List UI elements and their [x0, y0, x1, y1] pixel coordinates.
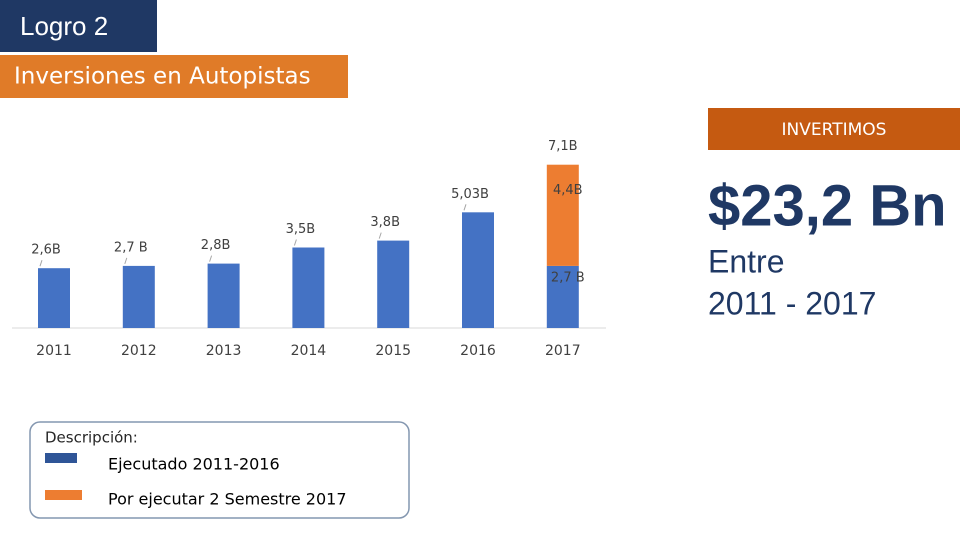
x-tick-label: 2012 [121, 343, 157, 359]
legend-swatch [45, 490, 82, 500]
x-tick-label: 2013 [206, 343, 242, 359]
summary-period: Entre [708, 243, 784, 279]
legend-box [29, 421, 410, 519]
summary-heading-box [708, 108, 960, 150]
legend-label: Ejecutado 2011-2016 [108, 455, 280, 474]
leader-line [378, 232, 382, 239]
title: Logro 2 [20, 11, 108, 41]
x-tick-label: 2015 [375, 343, 411, 359]
bar [207, 263, 240, 328]
bar [546, 265, 579, 328]
data-label: 3,5B [286, 222, 316, 237]
data-label: 2,7 B [114, 240, 148, 255]
bar [122, 265, 155, 328]
data-label: 2,6B [31, 243, 61, 258]
bar [292, 247, 325, 328]
leader-line [209, 255, 213, 262]
summary-heading: INVERTIMOS [782, 120, 887, 140]
x-tick-label: 2017 [545, 343, 581, 359]
data-label: 3,8B [370, 215, 400, 230]
bar [38, 268, 70, 328]
data-label: 2,8B [201, 238, 231, 253]
summary-period: 2011 - 2017 [708, 285, 876, 321]
x-tick-label: 2014 [291, 343, 327, 359]
subtitle-box [0, 55, 348, 98]
legend-label: Por ejecutar 2 Semestre 2017 [108, 490, 347, 509]
bar [462, 212, 494, 328]
bar [377, 240, 410, 328]
leader-line [124, 257, 128, 265]
subtitle: Inversiones en Autopistas [14, 64, 311, 90]
legend-swatch [45, 453, 77, 463]
x-tick-label: 2011 [36, 343, 72, 359]
leader-line [463, 204, 467, 211]
legend-title: Descripción: [45, 429, 138, 447]
x-tick-label: 2016 [460, 343, 496, 359]
bar [546, 164, 579, 266]
total-label: 7,1B [548, 139, 578, 154]
leader-line [39, 260, 43, 267]
leader-line [293, 239, 297, 246]
summary-amount: $23,2 Bn [708, 173, 947, 238]
data-label: 5,03B [451, 187, 489, 202]
data-label: 4,4B [553, 183, 583, 198]
title-box [0, 0, 157, 52]
data-label: 2,7 B [551, 271, 585, 286]
